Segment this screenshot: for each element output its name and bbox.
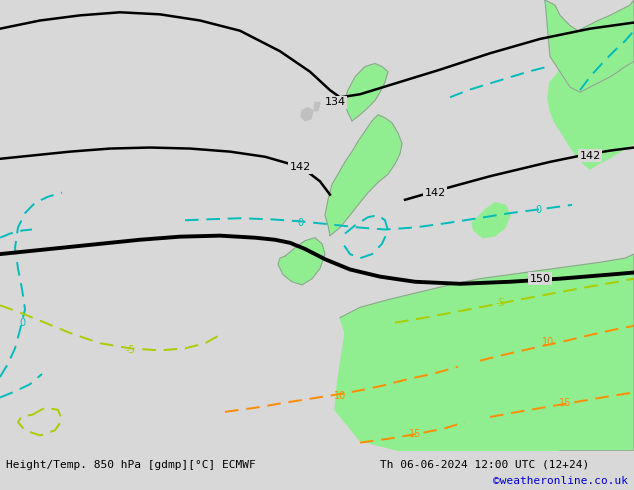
Text: 15: 15 xyxy=(409,429,421,440)
Text: 10: 10 xyxy=(542,337,554,347)
Polygon shape xyxy=(344,64,388,121)
Polygon shape xyxy=(545,0,634,92)
Text: Th 06-06-2024 12:00 UTC (12+24): Th 06-06-2024 12:00 UTC (12+24) xyxy=(380,460,590,469)
Polygon shape xyxy=(325,115,402,236)
Text: 142: 142 xyxy=(424,188,446,197)
Text: 15: 15 xyxy=(559,398,571,408)
Polygon shape xyxy=(472,203,510,238)
Polygon shape xyxy=(278,238,325,285)
Text: -5: -5 xyxy=(495,298,505,308)
Polygon shape xyxy=(548,56,634,169)
Text: 10: 10 xyxy=(334,392,346,401)
Polygon shape xyxy=(335,254,634,451)
Text: 134: 134 xyxy=(325,98,346,107)
Text: Height/Temp. 850 hPa [gdmp][°C] ECMWF: Height/Temp. 850 hPa [gdmp][°C] ECMWF xyxy=(6,460,256,469)
Polygon shape xyxy=(301,108,313,121)
Text: 0: 0 xyxy=(297,219,303,228)
Text: 0: 0 xyxy=(535,205,541,215)
Polygon shape xyxy=(314,102,320,111)
Text: ©weatheronline.co.uk: ©weatheronline.co.uk xyxy=(493,476,628,486)
Text: -5: -5 xyxy=(125,345,135,355)
Text: 150: 150 xyxy=(529,274,550,284)
Text: 142: 142 xyxy=(289,162,311,172)
Text: 0: 0 xyxy=(19,318,25,328)
Text: 142: 142 xyxy=(579,151,600,161)
